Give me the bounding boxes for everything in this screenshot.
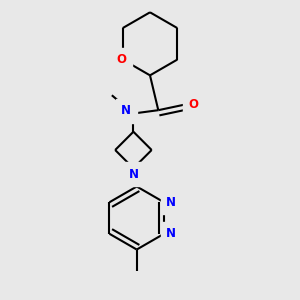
Text: N: N	[128, 168, 138, 181]
Text: N: N	[121, 104, 131, 117]
Text: N: N	[166, 227, 176, 240]
Text: O: O	[189, 98, 199, 111]
Text: O: O	[116, 53, 126, 66]
Text: N: N	[166, 196, 176, 209]
